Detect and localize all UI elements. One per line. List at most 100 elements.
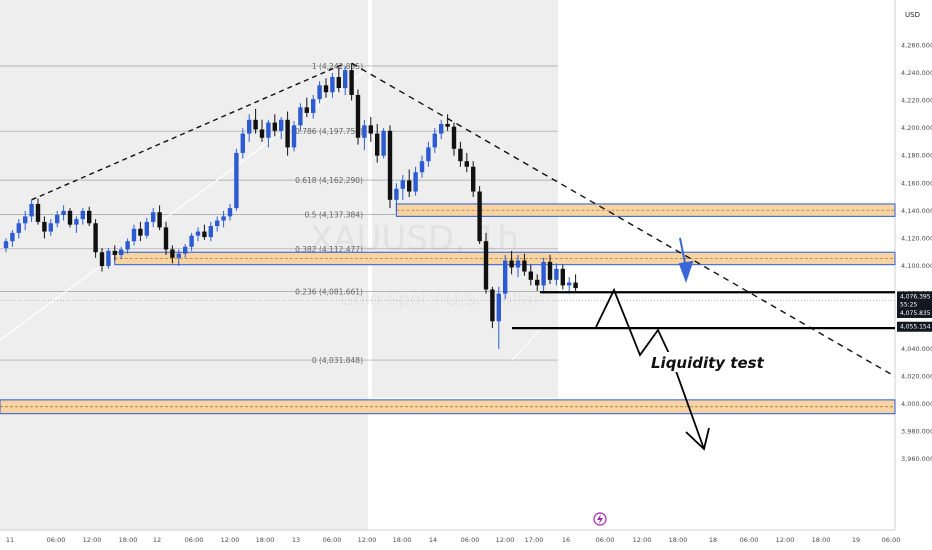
lightning-icon[interactable] — [593, 512, 607, 526]
candle-body — [266, 122, 271, 138]
candle-body — [87, 210, 92, 224]
candle-body — [311, 99, 316, 113]
candle-body — [496, 293, 501, 322]
x-tick-label: 06:00 — [47, 536, 66, 544]
uptrend-dashed-line — [31, 62, 346, 201]
candle-body — [387, 130, 393, 200]
candle-body — [208, 226, 213, 238]
candle-body — [407, 180, 412, 192]
fib-level-label: 0 (4,031.848) — [312, 356, 363, 365]
candle-body — [215, 220, 220, 227]
candle-body — [195, 231, 201, 236]
candle-body — [42, 221, 47, 232]
candle-body — [125, 241, 130, 250]
candle-body — [554, 268, 559, 280]
candle-body — [419, 161, 425, 173]
x-tick-label: 18:00 — [393, 536, 412, 544]
candle-body — [291, 125, 297, 148]
candle-body — [10, 232, 15, 242]
y-tick-label: 4,160.000 — [901, 179, 932, 187]
x-tick-label: 18:00 — [256, 536, 275, 544]
y-tick-label: 4,020.000 — [901, 372, 932, 380]
candle-body — [471, 166, 476, 192]
fib-trend-line-2 — [511, 329, 541, 361]
x-tick-label: 17:00 — [525, 536, 544, 544]
candle-body — [560, 268, 565, 286]
candle-body — [234, 152, 239, 209]
price-tag-bg — [897, 291, 932, 302]
candle-body — [23, 216, 28, 224]
x-tick-label: 12:00 — [83, 536, 102, 544]
y-tick-label: 4,120.000 — [901, 234, 932, 242]
candle-body — [528, 271, 533, 280]
y-tick-label: 4,220.000 — [901, 96, 932, 104]
fib-shade-right — [372, 0, 558, 398]
candle-body — [144, 221, 149, 236]
candle-body — [35, 203, 41, 222]
candle-body — [477, 191, 482, 242]
candle-body — [189, 235, 194, 247]
candle-body — [432, 133, 437, 148]
candle-body — [55, 214, 60, 224]
annotation-bg — [648, 352, 756, 372]
y-tick-label: 4,260.000 — [901, 41, 932, 49]
fib-trend-line — [0, 65, 373, 341]
fib-level-label: 0.618 (4,162.290) — [295, 176, 363, 185]
downtrend-dashed-line — [351, 62, 896, 378]
x-tick-label: 18:00 — [669, 536, 688, 544]
candle-body — [157, 212, 162, 228]
x-tick-label: 18:00 — [812, 536, 831, 544]
x-tick-label: 14 — [429, 536, 437, 544]
candle-body — [93, 223, 98, 253]
candle-body — [67, 210, 73, 225]
candle-body — [80, 210, 85, 220]
candle-body — [394, 188, 399, 200]
x-tick-label: 12:00 — [358, 536, 377, 544]
blue-arrow-icon — [678, 237, 694, 283]
price-tag-label: 4,076.395 — [900, 293, 931, 300]
candle-body — [368, 125, 373, 134]
candle-body — [413, 172, 418, 192]
candle-body — [119, 249, 124, 256]
candle-body — [349, 70, 354, 95]
liquidity-test-label: Liquidity test — [651, 354, 765, 372]
candle-body — [515, 260, 521, 268]
candle-body — [151, 212, 156, 222]
candle-body — [131, 228, 137, 242]
candle-body — [170, 249, 175, 258]
candle-body — [426, 147, 431, 162]
currency-label: USD — [905, 11, 920, 19]
candle-body — [240, 133, 245, 153]
x-tick-label: 13 — [292, 536, 300, 544]
fib-level-label: 0.5 (4,137.384) — [305, 210, 363, 219]
supply-demand-zone — [395, 203, 896, 217]
candle-body — [547, 261, 553, 280]
x-tick-label: 11 — [6, 536, 14, 544]
candle-body — [227, 208, 233, 217]
candle-body — [106, 250, 111, 267]
candle-body — [272, 122, 277, 131]
x-tick-label: 06:00 — [882, 536, 901, 544]
x-tick-label: 06:00 — [185, 536, 204, 544]
x-tick-label: 12:00 — [496, 536, 515, 544]
candle-body — [176, 253, 181, 258]
candle-body — [400, 180, 405, 189]
candle-body — [221, 216, 226, 221]
candle-body — [112, 250, 117, 256]
candle-body — [509, 260, 514, 268]
candle-body — [138, 228, 143, 236]
price-tag-bg — [897, 321, 932, 332]
y-tick-label: 4,000.000 — [901, 400, 932, 408]
y-tick-label: 4,200.000 — [901, 124, 932, 132]
candle-body — [336, 77, 341, 89]
candle-body — [29, 203, 34, 217]
price-tag-bg — [897, 307, 932, 318]
candle-body — [573, 282, 578, 289]
y-tick-label: 4,180.000 — [901, 152, 932, 160]
candle-body — [74, 219, 79, 225]
candle-body — [445, 123, 450, 127]
y-tick-label: 4,100.000 — [901, 262, 932, 270]
candle-body — [458, 148, 463, 162]
x-tick-label: 12:00 — [776, 536, 795, 544]
